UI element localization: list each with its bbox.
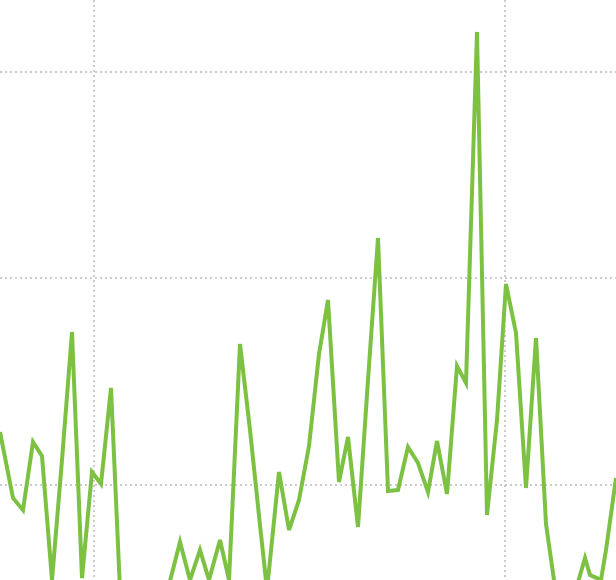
data-line [0, 31, 616, 580]
